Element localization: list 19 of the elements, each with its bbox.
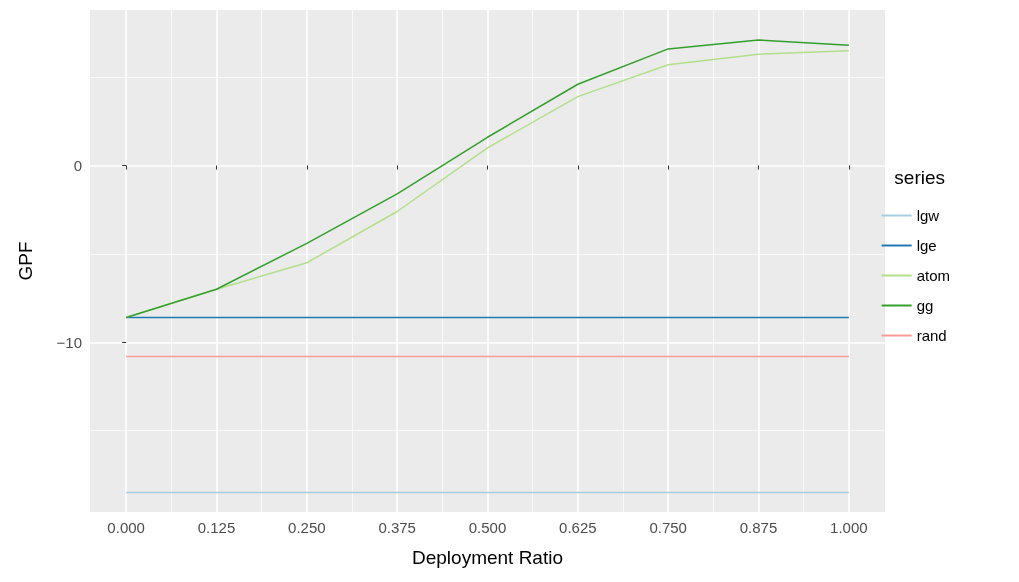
x-tick-label: 0.625 (559, 519, 597, 536)
y-tick-label: −10 (56, 333, 82, 351)
legend-label: gg (916, 297, 934, 314)
x-tick-label: 0.875 (739, 519, 778, 536)
x-tick-label: 0.125 (197, 519, 236, 536)
x-tick-label: 0.750 (649, 519, 687, 536)
legend-title: series (894, 167, 946, 188)
x-tick-label: 1.000 (830, 519, 868, 536)
y-tick-label: 0 (73, 157, 82, 175)
legend-label: lgw (916, 207, 940, 224)
legend-label: lge (916, 237, 937, 254)
y-axis-title: GPF (15, 241, 36, 281)
legend-label: rand (916, 327, 947, 344)
legend-label: atom (916, 267, 951, 284)
x-tick-label: 0.250 (288, 519, 326, 536)
x-axis-title: Deployment Ratio (411, 547, 564, 568)
x-tick-label: 0.000 (107, 519, 145, 536)
x-tick-label: 0.500 (468, 519, 507, 536)
x-tick-label: 0.375 (378, 519, 416, 536)
